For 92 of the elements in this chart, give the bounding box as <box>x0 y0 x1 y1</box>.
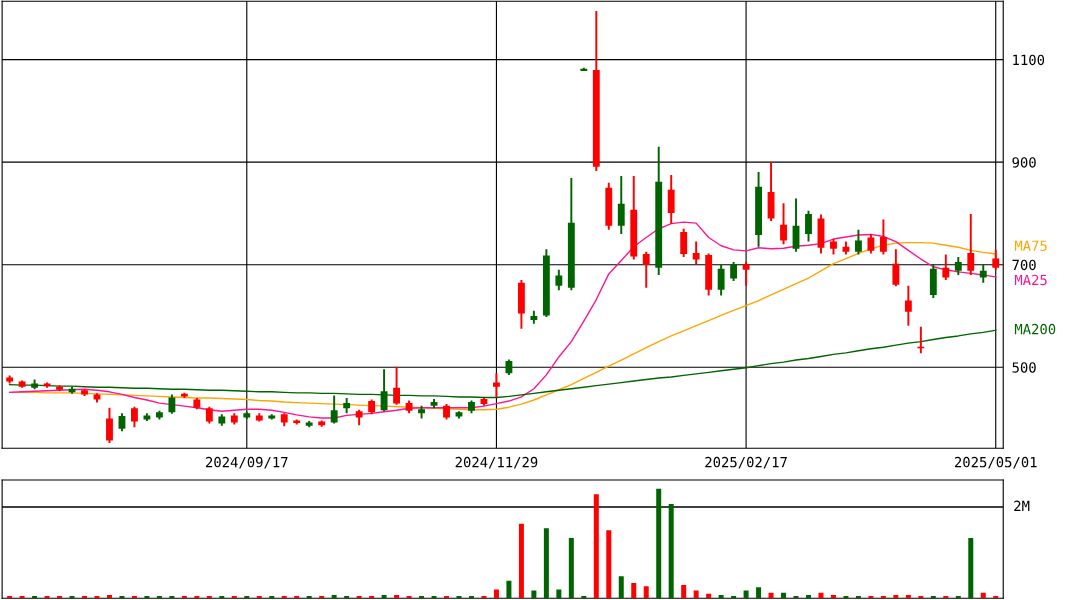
bar <box>543 528 549 599</box>
bar <box>369 596 375 599</box>
bar <box>69 596 75 599</box>
bar <box>319 596 325 599</box>
bar <box>781 592 787 599</box>
bar <box>244 596 250 599</box>
bar <box>206 596 212 599</box>
bar <box>568 538 574 599</box>
bar <box>32 596 38 599</box>
bar <box>806 594 811 599</box>
bar <box>381 594 387 599</box>
bar <box>269 596 275 599</box>
bar <box>456 596 462 599</box>
bar <box>880 596 886 599</box>
bar <box>419 596 425 599</box>
bar <box>181 596 187 599</box>
bar <box>431 596 437 599</box>
bar <box>656 488 662 599</box>
bar <box>743 590 749 599</box>
bar <box>631 582 637 599</box>
bar <box>444 596 450 599</box>
bar <box>843 596 849 599</box>
bar <box>518 523 524 599</box>
bar <box>718 594 724 599</box>
y-tick-label: 1100 <box>1013 54 1045 66</box>
bar <box>481 596 487 599</box>
bar <box>731 596 737 599</box>
bar <box>57 596 63 599</box>
y-tick-label: 500 <box>1012 362 1036 373</box>
bar <box>955 596 961 599</box>
bar <box>905 594 911 599</box>
bar <box>144 596 150 599</box>
bar <box>618 576 624 599</box>
bar <box>593 494 599 599</box>
bar <box>356 596 362 599</box>
bar <box>156 596 162 599</box>
bar <box>868 596 874 599</box>
bar <box>493 589 499 599</box>
bar <box>331 594 337 599</box>
bar <box>294 596 300 599</box>
bar <box>169 596 175 599</box>
bar <box>219 596 225 599</box>
bar <box>344 596 350 599</box>
x-tick-label: 2024/11/29 <box>455 456 538 469</box>
bar <box>993 596 999 599</box>
bar <box>82 596 88 599</box>
series-label: MA25 <box>1014 274 1047 286</box>
bar <box>106 594 112 599</box>
bar <box>818 592 824 599</box>
x-tick-label: 2025/02/17 <box>705 456 787 469</box>
bar <box>830 594 836 599</box>
bar <box>506 580 512 599</box>
bar <box>406 596 412 599</box>
bar <box>918 596 924 599</box>
bar <box>893 594 899 599</box>
bar <box>793 596 799 599</box>
bar <box>44 596 50 599</box>
bar <box>693 590 699 599</box>
bar <box>668 504 674 599</box>
bar <box>306 596 312 599</box>
bar <box>581 596 587 599</box>
bar <box>7 596 13 599</box>
x-tick-label: 2025/05/01 <box>954 456 1037 469</box>
bar <box>19 596 25 599</box>
ref-line-label: 2M <box>1014 500 1030 511</box>
bar <box>930 596 936 599</box>
y-tick-label: 700 <box>1012 259 1036 271</box>
bar <box>643 586 649 599</box>
bar <box>980 592 986 599</box>
bar <box>556 589 562 599</box>
bar <box>131 596 137 599</box>
bar <box>281 596 287 599</box>
bar <box>468 596 474 599</box>
candlestick <box>106 406 113 445</box>
bar <box>231 596 237 599</box>
series-label: MA200 <box>1014 323 1056 335</box>
bar <box>768 592 774 599</box>
y-tick-label: 900 <box>1012 157 1036 168</box>
bar <box>394 594 400 599</box>
bar <box>119 596 125 599</box>
bar <box>968 538 974 599</box>
bar <box>756 587 762 599</box>
bar <box>681 585 687 599</box>
bar <box>855 596 861 599</box>
bar <box>606 530 612 599</box>
bar <box>194 596 200 599</box>
bar <box>531 590 537 599</box>
bar <box>943 596 949 599</box>
bar <box>256 596 262 599</box>
bar <box>706 593 712 599</box>
series-label: MA75 <box>1014 240 1047 252</box>
x-tick-label: 2024/09/17 <box>206 456 288 469</box>
